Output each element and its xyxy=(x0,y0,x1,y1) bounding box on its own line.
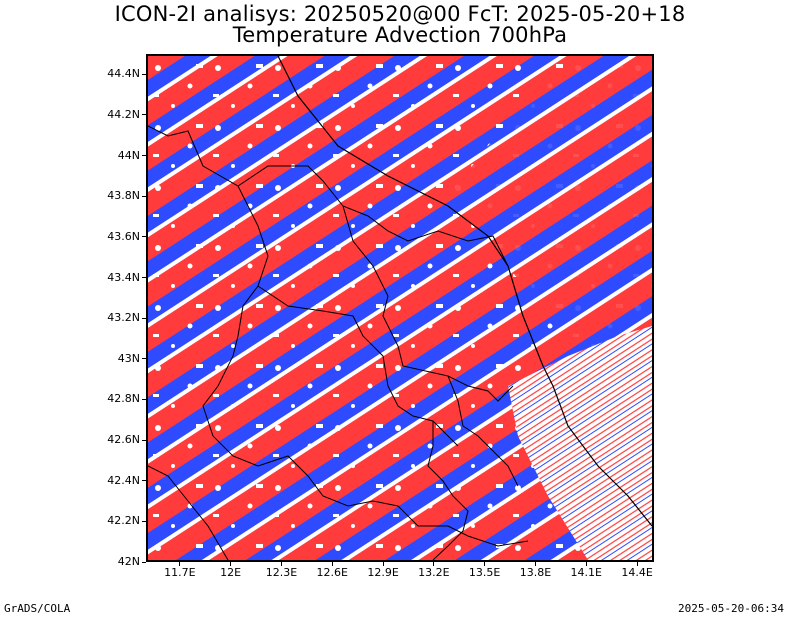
lat-tick xyxy=(142,480,146,482)
coastal-contour-region xyxy=(508,326,652,560)
lat-tick xyxy=(142,114,146,116)
title-line1: ICON-2I analisys: 20250520@00 FcT: 2025-… xyxy=(114,2,686,26)
lat-tick xyxy=(142,236,146,238)
lat-tick-label: 43.6N xyxy=(107,229,140,243)
lat-tick xyxy=(142,561,146,563)
title-line2: Temperature Advection 700hPa xyxy=(232,23,568,47)
lon-tick-label: 12.6E xyxy=(316,566,348,579)
lat-tick-label: 42N xyxy=(117,555,140,568)
footer-left: GrADS/COLA xyxy=(4,602,71,615)
lon-tick xyxy=(585,562,587,566)
footer-right: 2025-05-20-06:34 xyxy=(678,602,784,615)
lat-tick xyxy=(142,317,146,319)
lat-tick xyxy=(142,398,146,400)
lat-tick xyxy=(142,358,146,360)
lat-tick-label: 44.4N xyxy=(107,67,140,81)
lat-tick xyxy=(142,155,146,157)
lon-tick xyxy=(230,562,232,566)
lon-tick-label: 11.7E xyxy=(164,566,196,579)
lat-tick-label: 43N xyxy=(117,351,140,365)
lat-tick xyxy=(142,277,146,279)
region-boundary-umbria-lazio xyxy=(257,285,459,447)
lon-tick xyxy=(433,562,435,566)
lat-tick-label: 44.2N xyxy=(107,107,140,121)
lat-tick xyxy=(142,520,146,522)
lon-tick xyxy=(636,562,638,566)
lon-tick-label: 12E xyxy=(220,566,242,579)
lat-tick xyxy=(142,439,146,441)
region-boundary-abruzzo xyxy=(447,375,519,487)
lat-tick-label: 42.6N xyxy=(107,433,140,447)
map-frame xyxy=(146,54,654,562)
coastline xyxy=(277,56,652,527)
lon-tick xyxy=(280,562,282,566)
lat-tick-label: 42.8N xyxy=(107,392,140,406)
lon-tick-label: 14.1E xyxy=(570,566,602,579)
lon-tick-label: 12.3E xyxy=(265,566,298,579)
lat-tick-label: 42.2N xyxy=(107,514,140,528)
lon-tick xyxy=(484,562,486,566)
region-boundary-lazio-south xyxy=(257,455,529,547)
tyrrhenian-coastline xyxy=(148,465,229,560)
lon-tick-label: 13.5E xyxy=(468,566,501,579)
lat-tick-label: 42.4N xyxy=(107,473,140,487)
lon-tick-label: 12.9E xyxy=(367,566,399,579)
lon-tick-label: 13.8E xyxy=(519,566,552,579)
lat-tick-label: 43.4N xyxy=(107,270,140,284)
region-boundary-marche xyxy=(342,205,514,402)
lon-tick xyxy=(534,562,536,566)
lon-tick-label: 14.4E xyxy=(621,566,653,579)
lat-tick-label: 43.2N xyxy=(107,311,140,325)
lat-tick xyxy=(142,73,146,75)
lon-tick xyxy=(179,562,181,566)
region-boundary-north xyxy=(148,125,509,267)
lat-tick-label: 43.8N xyxy=(107,189,140,203)
lon-tick xyxy=(382,562,384,566)
lon-tick xyxy=(331,562,333,566)
advection-map xyxy=(148,56,652,560)
region-boundary-tuscany-umbria xyxy=(202,185,269,467)
lon-tick-label: 13.2E xyxy=(418,566,450,579)
region-boundary-abruzzo-south xyxy=(427,421,469,560)
lat-tick-label: 44N xyxy=(117,148,140,162)
lat-tick xyxy=(142,195,146,197)
